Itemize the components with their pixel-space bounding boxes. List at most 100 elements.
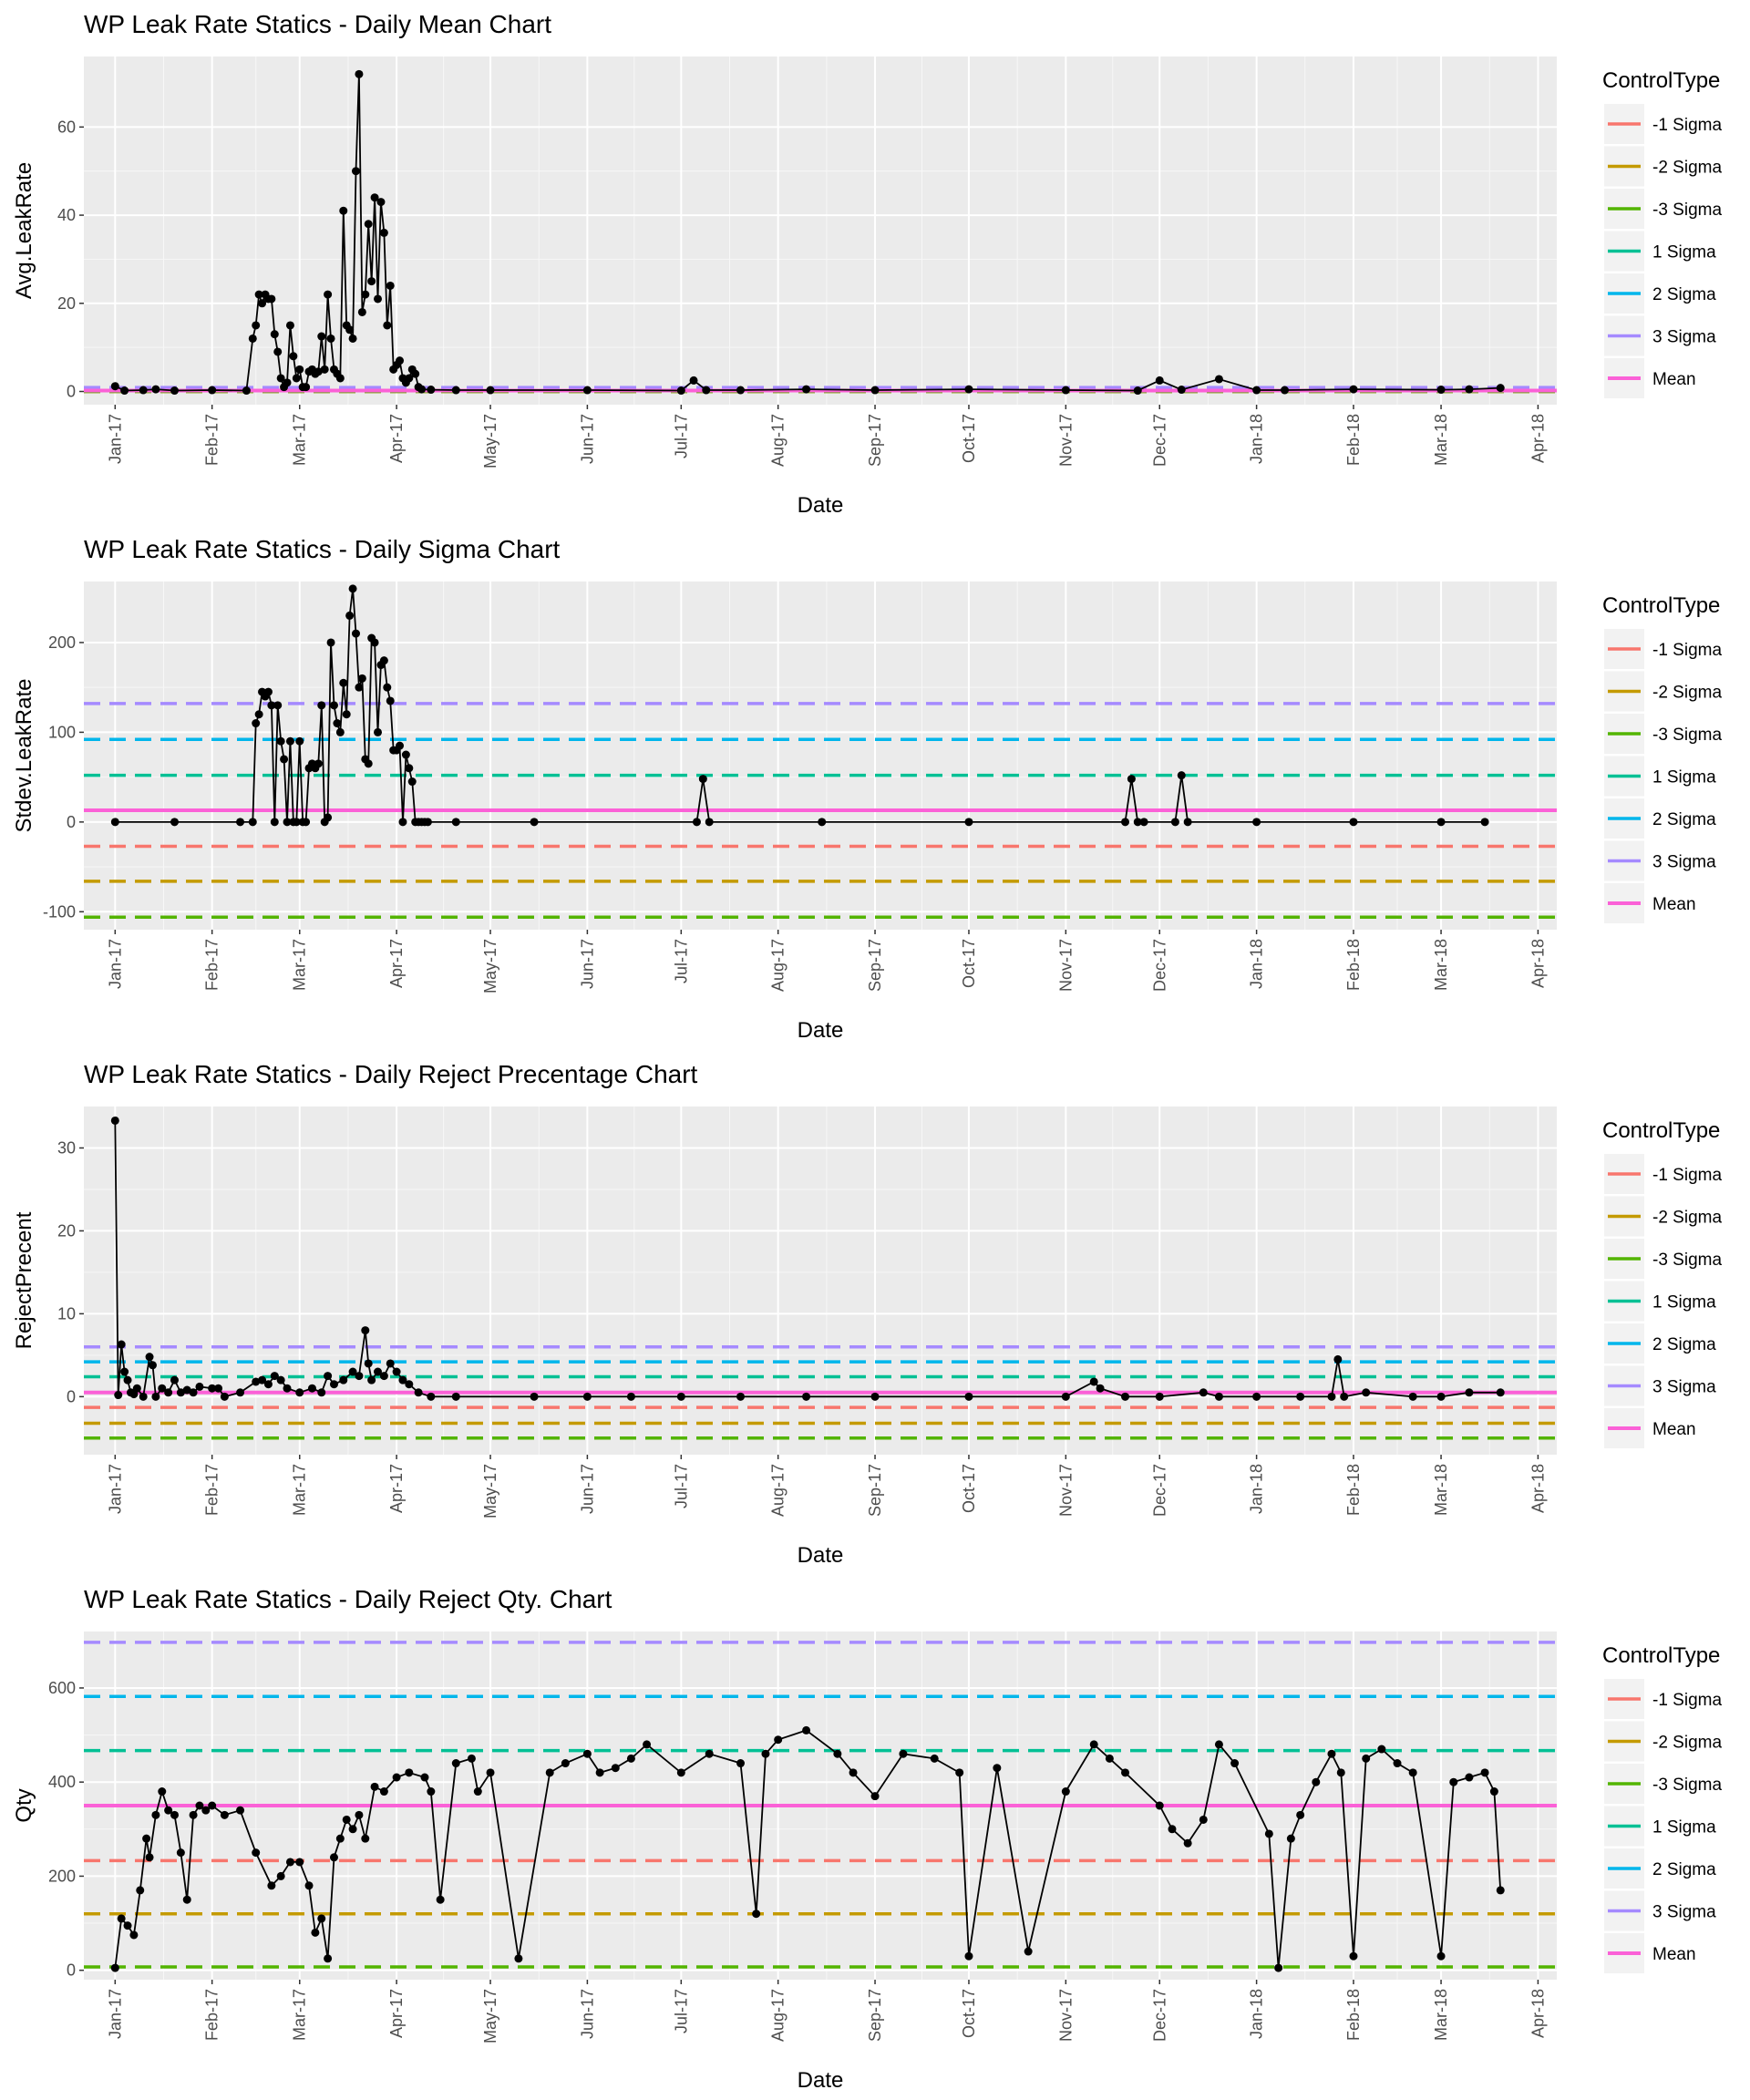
y-tick-label: 400	[48, 1773, 76, 1791]
data-point	[698, 775, 707, 784]
y-tick-label: 600	[48, 1679, 76, 1697]
plot-background	[84, 57, 1557, 405]
data-point	[702, 386, 711, 395]
data-point	[870, 386, 880, 395]
data-point	[736, 1759, 746, 1768]
x-tick-label: May-17	[481, 1464, 499, 1518]
x-tick-label: Apr-18	[1529, 414, 1547, 463]
legend-item-label: 1 Sigma	[1652, 1818, 1716, 1838]
data-point	[1349, 1951, 1358, 1961]
data-point	[370, 1782, 379, 1791]
data-point	[1336, 1768, 1345, 1777]
data-point	[486, 386, 495, 395]
legend-item-label: 2 Sigma	[1652, 285, 1716, 304]
chart-title: WP Leak Rate Statics - Daily Sigma Chart	[84, 535, 561, 563]
legend-title: ControlType	[1602, 1118, 1720, 1143]
chart-panel-2: WP Leak Rate Statics - Daily Sigma Chart…	[0, 525, 1750, 1050]
data-point	[386, 1359, 395, 1368]
data-point	[1436, 1392, 1446, 1401]
x-tick-label: Feb-18	[1344, 1464, 1363, 1516]
legend-item-label: 3 Sigma	[1652, 328, 1716, 347]
data-point	[120, 1367, 129, 1376]
data-point	[182, 1895, 191, 1904]
x-tick-label: Dec-17	[1150, 939, 1168, 992]
x-tick-label: Oct-17	[960, 1989, 978, 2038]
chart-svg: WP Leak Rate Statics - Daily Sigma Chart…	[12, 535, 1722, 1043]
data-point	[396, 356, 405, 365]
x-tick-label: Jan-17	[106, 1464, 124, 1514]
data-point	[355, 683, 364, 692]
data-point	[158, 1787, 167, 1796]
data-point	[451, 1392, 460, 1401]
data-point	[643, 1740, 652, 1749]
y-tick-label: 10	[57, 1304, 76, 1323]
x-tick-label: Feb-18	[1344, 939, 1363, 991]
data-point	[964, 1392, 973, 1401]
data-point	[367, 277, 376, 286]
legend-item-label: -1 Sigma	[1652, 641, 1722, 660]
legend-title: ControlType	[1602, 68, 1720, 93]
data-point	[117, 1914, 126, 1923]
data-point	[1349, 818, 1358, 827]
data-point	[117, 1340, 126, 1349]
data-point	[417, 385, 427, 394]
legend-item-label: -1 Sigma	[1652, 1166, 1722, 1185]
data-point	[151, 1810, 160, 1819]
y-tick-label: 20	[57, 1221, 76, 1240]
data-point	[361, 290, 370, 299]
data-point	[486, 1768, 495, 1777]
data-point	[1252, 818, 1261, 827]
x-tick-label: Aug-17	[769, 1989, 788, 2042]
data-point	[392, 1367, 401, 1376]
chart-title: WP Leak Rate Statics - Daily Reject Prec…	[84, 1060, 698, 1088]
data-point	[1230, 1759, 1240, 1768]
data-point	[1480, 1768, 1489, 1777]
data-point	[1061, 1392, 1070, 1401]
data-point	[1133, 818, 1142, 827]
data-point	[1436, 386, 1446, 395]
data-point	[292, 374, 301, 383]
data-point	[195, 1801, 204, 1810]
legend-item-label: 1 Sigma	[1652, 243, 1716, 262]
x-tick-label: Jul-17	[672, 939, 690, 983]
data-point	[270, 818, 279, 827]
x-tick-label: Jun-17	[578, 939, 596, 989]
data-point	[1465, 1773, 1474, 1782]
data-point	[142, 1834, 151, 1843]
data-point	[436, 1895, 445, 1904]
data-point	[1296, 1810, 1305, 1819]
x-tick-label: Jan-18	[1248, 939, 1266, 989]
data-point	[348, 1367, 357, 1376]
x-tick-label: Mar-18	[1432, 1464, 1450, 1516]
data-point	[1133, 386, 1142, 396]
data-point	[405, 1768, 414, 1777]
y-tick-label: 0	[67, 382, 76, 400]
chart-panel-4: WP Leak Rate Statics - Daily Reject Qty.…	[0, 1575, 1750, 2100]
x-tick-label: Apr-17	[387, 1464, 406, 1513]
data-point	[1436, 1951, 1446, 1961]
data-point	[110, 818, 119, 827]
data-point	[1496, 1886, 1505, 1895]
data-point	[1139, 818, 1148, 827]
x-tick-label: May-17	[481, 414, 499, 468]
data-point	[317, 1914, 326, 1923]
plot-background	[84, 582, 1557, 930]
x-tick-label: Nov-17	[1056, 414, 1075, 467]
data-point	[236, 1388, 245, 1397]
legend-item-label: Mean	[1652, 1945, 1696, 1964]
data-point	[1362, 1754, 1371, 1763]
data-point	[208, 1384, 217, 1393]
data-point	[1170, 818, 1179, 827]
data-point	[324, 1372, 333, 1381]
data-point	[302, 818, 311, 827]
y-tick-label: 200	[48, 1867, 76, 1885]
legend: ControlType -1 Sigma -2 Sigma -3 Sigma 1 Sig…	[1602, 1643, 1722, 1973]
data-point	[345, 611, 355, 620]
data-point	[317, 701, 326, 710]
data-point	[370, 638, 379, 647]
data-point	[420, 1773, 429, 1782]
data-point	[405, 1380, 414, 1389]
legend-title: ControlType	[1602, 593, 1720, 618]
x-tick-label: Mar-18	[1432, 1989, 1450, 2041]
data-point	[1096, 1384, 1105, 1393]
